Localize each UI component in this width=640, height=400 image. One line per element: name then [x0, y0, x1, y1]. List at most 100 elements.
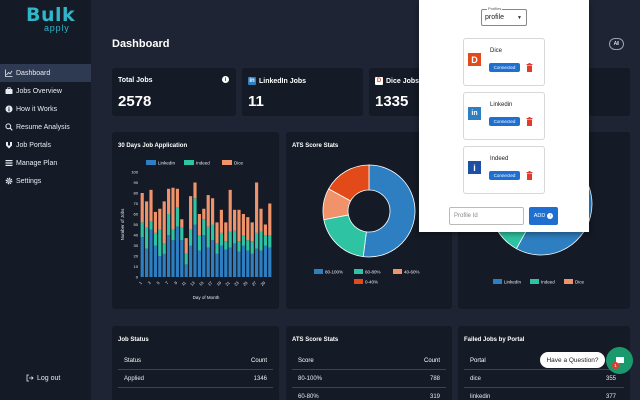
filter-all-button[interactable]: All	[609, 38, 624, 50]
profile-select[interactable]: Profiles profile ▼	[481, 6, 527, 26]
donut-slice	[323, 214, 367, 258]
list-icon	[5, 159, 13, 167]
trash-icon[interactable]	[526, 117, 533, 126]
add-profile-button[interactable]: ADD ›	[529, 207, 558, 225]
bar-segment	[259, 231, 263, 251]
bar-segment	[246, 240, 250, 251]
table-cell: dice	[470, 376, 482, 382]
bar-segment	[224, 249, 228, 277]
bar-segment	[206, 195, 210, 227]
y-tick-label: 80	[134, 191, 139, 196]
bar-segment	[145, 201, 149, 228]
bar-segment	[149, 229, 153, 277]
table-cell: 1346	[253, 376, 267, 382]
x-axis-label: Day of Month	[193, 295, 220, 300]
bar-segment	[158, 229, 162, 256]
bar-segment	[268, 235, 272, 248]
sidebar-item-label: Resume Analysis	[16, 123, 70, 131]
profile-id-input[interactable]: Profile Id	[449, 207, 524, 225]
bar-segment	[219, 232, 223, 246]
sidebar-item-dashboard[interactable]: Dashboard	[0, 64, 91, 82]
bar-segment	[268, 203, 272, 235]
divider	[292, 387, 446, 388]
bar-segment	[193, 198, 197, 225]
sidebar-item-label: Settings	[16, 177, 42, 185]
bar-segment	[206, 247, 210, 277]
connected-button[interactable]: Connected	[489, 63, 520, 72]
table-header-count: Count	[250, 358, 267, 364]
file-search-icon	[5, 123, 13, 131]
bar-segment	[219, 245, 223, 277]
info-icon[interactable]: i	[222, 76, 229, 83]
sidebar-item-settings[interactable]: Settings	[0, 172, 91, 190]
sidebar-item-manage-plan[interactable]: Manage Plan	[0, 154, 91, 172]
sidebar-item-label: Manage Plan	[16, 159, 58, 167]
legend-swatch	[146, 160, 156, 165]
sidebar-item-resume-analysis[interactable]: Resume Analysis	[0, 118, 91, 136]
bar-segment	[197, 250, 201, 277]
logout-label: Log out	[37, 374, 61, 382]
chat-button[interactable]	[606, 347, 633, 374]
bar-segment	[224, 222, 228, 242]
donut-slice	[362, 164, 416, 258]
stat-label: Total Jobs	[118, 77, 153, 84]
connected-button[interactable]: Connected	[489, 171, 520, 180]
bar-segment	[255, 182, 259, 233]
stat-label: LinkedIn Jobs	[259, 77, 307, 85]
dice-icon: D	[375, 77, 383, 85]
legend-swatch	[530, 279, 539, 284]
gear-icon	[5, 177, 13, 185]
chat-prompt-bubble[interactable]: Have a Question?	[540, 352, 605, 368]
table-cell: Applied	[124, 376, 145, 382]
legend-label: LinkedIn	[504, 280, 522, 285]
bar-segment	[233, 230, 237, 244]
logout-button[interactable]: Log out	[26, 374, 60, 382]
divider	[292, 369, 446, 370]
page-title: Dashboard	[112, 38, 170, 50]
connected-button[interactable]: Connected	[489, 117, 520, 126]
bar-segment	[145, 248, 149, 277]
add-label: ADD	[533, 213, 546, 219]
y-tick-label: 100	[131, 170, 138, 175]
donut-slice	[328, 164, 370, 202]
bar-segment	[263, 224, 267, 235]
sidebar-item-how-it-works[interactable]: How it Works	[0, 100, 91, 118]
sidebar-item-job-portals[interactable]: Job Portals	[0, 136, 91, 154]
y-tick-label: 90	[134, 180, 139, 185]
table-header-count: Count	[423, 358, 440, 364]
bar-segment	[149, 221, 153, 230]
table-cell: 60-80%	[298, 394, 319, 400]
trash-icon[interactable]	[526, 63, 533, 72]
sidebar-item-jobs-overview[interactable]: Jobs Overview	[0, 82, 91, 100]
bar-segment	[268, 247, 272, 277]
table-title: Failed Jobs by Portal	[464, 337, 525, 343]
bar-segment	[180, 219, 184, 228]
table-title: ATS Score Stats	[292, 337, 339, 343]
bar-segment	[140, 237, 144, 277]
x-tick-label: 7	[164, 280, 170, 286]
bar-segment	[202, 235, 206, 277]
ats-score-table-card: ATS Score Stats Score Count 80-100% 788 …	[286, 326, 452, 400]
bar-segment	[259, 208, 263, 232]
stat-card-total-jobs: Total Jobs i 2578	[112, 68, 236, 116]
bar-segment	[175, 207, 179, 227]
legend-label: 40-60%	[404, 270, 420, 275]
divider	[464, 387, 624, 388]
stat-card-linkedin-jobs: in LinkedIn Jobs 11	[242, 68, 363, 116]
bar-segment	[211, 224, 215, 241]
y-tick-label: 70	[134, 201, 139, 206]
x-tick-label: 17	[207, 280, 214, 287]
x-tick-label: 9	[173, 280, 179, 286]
app-logo[interactable]: Bulk apply	[26, 5, 75, 33]
bar-segment	[145, 227, 149, 249]
y-tick-label: 0	[136, 275, 139, 280]
table-cell: linkedin	[470, 394, 491, 400]
table-header-status: Status	[124, 358, 142, 364]
bar-segment	[189, 196, 193, 230]
trash-icon[interactable]	[526, 171, 533, 180]
bar-segment	[153, 245, 157, 277]
ats-score-donut-chart: 80-100% 60-80% 40-60% 0-40%	[314, 164, 420, 285]
bar-segment	[184, 238, 188, 254]
portal-name: Dice	[490, 48, 503, 54]
portal-name: Linkedin	[490, 102, 513, 108]
